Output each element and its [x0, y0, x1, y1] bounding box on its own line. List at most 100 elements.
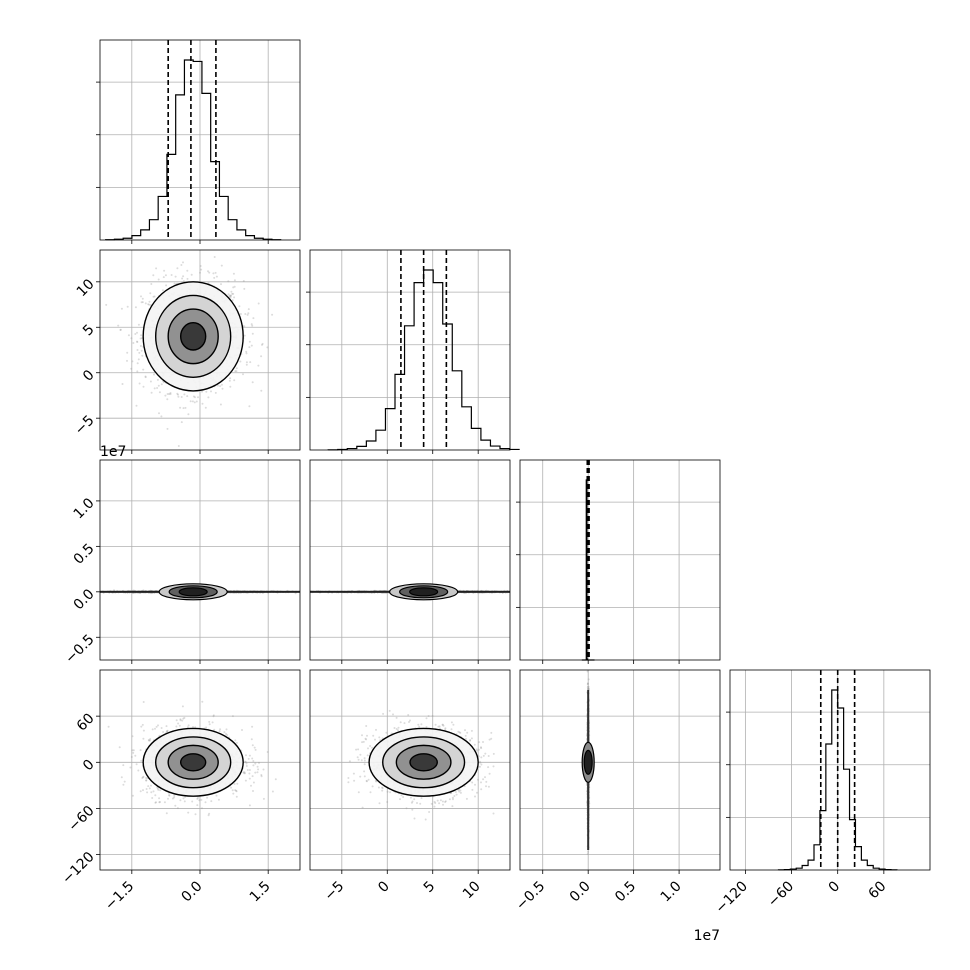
histogram-0 — [105, 59, 282, 241]
scatter-point — [148, 303, 151, 306]
contour-line — [167, 308, 219, 365]
scatter-point — [199, 271, 201, 274]
scatter-point — [180, 264, 183, 266]
scatter-point — [232, 292, 235, 295]
scatter-point — [242, 280, 245, 282]
scatter-point — [142, 368, 145, 371]
scatter-point — [244, 313, 247, 315]
scatter-point — [261, 343, 263, 346]
scatter-point — [136, 370, 139, 373]
scatter-point — [153, 373, 155, 376]
scatter-point — [251, 744, 254, 747]
scatter-point — [139, 345, 142, 347]
scatter-point — [137, 323, 140, 326]
scatter-point — [159, 789, 162, 792]
contour-line — [409, 587, 439, 597]
scatter-point — [248, 346, 251, 349]
scatter-point — [194, 813, 197, 816]
scatter-point — [179, 406, 182, 409]
scatter-point — [206, 796, 209, 799]
contour-line — [179, 322, 207, 351]
scatter-point — [228, 379, 231, 382]
scatter-point — [177, 395, 180, 398]
scatter-point — [168, 393, 171, 395]
scatter-point — [262, 768, 265, 771]
scatter-point — [177, 445, 180, 447]
scatter-point — [196, 804, 199, 807]
scatter-point — [242, 373, 244, 376]
scatter-point — [207, 396, 210, 399]
scatter-point — [220, 383, 223, 386]
scatter-point — [174, 275, 177, 278]
scatter-point — [134, 754, 137, 757]
scatter-point — [160, 383, 163, 386]
scatter-point — [152, 790, 155, 793]
scatter-point — [166, 398, 169, 401]
scatter-point — [176, 392, 179, 395]
scatter-point — [229, 296, 232, 299]
scatter-point — [186, 277, 189, 280]
scatter-point — [229, 295, 232, 297]
scatter-point — [233, 285, 236, 288]
scatter-point — [214, 271, 217, 274]
scatter-point — [144, 375, 147, 378]
scatter-point — [251, 324, 254, 327]
scatter-point — [145, 788, 148, 790]
scatter-point — [221, 387, 224, 390]
scatter-point — [233, 379, 236, 382]
scatter-point — [243, 325, 246, 328]
scatter-point — [205, 726, 208, 729]
scatter-point — [251, 775, 254, 778]
scatter-point — [149, 292, 152, 295]
scatter-point — [204, 406, 207, 409]
scatter-point — [140, 295, 142, 298]
scatter-point — [220, 264, 223, 267]
scatter-point — [105, 303, 108, 306]
scatter-point — [119, 328, 122, 331]
scatter-point — [167, 797, 169, 800]
scatter-point — [150, 391, 153, 394]
scatter-point — [199, 265, 202, 267]
scatter-point — [192, 395, 195, 398]
scatter-point — [136, 341, 139, 343]
scatter-point — [137, 769, 140, 772]
scatter-point — [201, 390, 203, 393]
scatter-point — [239, 360, 242, 363]
scatter-point — [157, 278, 160, 281]
scatter-point — [266, 346, 269, 349]
scatter-point — [137, 358, 140, 361]
scatter-point — [234, 370, 237, 373]
scatter-point — [228, 294, 231, 297]
scatter-point — [142, 385, 145, 388]
scatter-point — [235, 367, 238, 370]
scatter-point — [191, 400, 194, 403]
scatter-point — [140, 759, 143, 762]
scatter-point — [247, 308, 250, 311]
scatter-point — [244, 779, 247, 782]
scatter-point — [274, 778, 277, 781]
scatter-point — [200, 268, 203, 271]
scatter-point — [245, 350, 248, 353]
scatter-point — [166, 393, 169, 395]
scatter-point — [261, 342, 264, 345]
scatter-point — [182, 280, 185, 283]
scatter-point — [239, 313, 242, 315]
scatter-point — [149, 380, 152, 383]
scatter-point — [126, 351, 129, 354]
scatter-point — [235, 370, 238, 373]
scatter-point — [256, 765, 259, 768]
scatter-point — [138, 382, 141, 385]
scatter-point — [165, 284, 168, 287]
scatter-point — [153, 387, 156, 390]
scatter-point — [246, 313, 249, 316]
scatter-point — [217, 798, 220, 801]
contour-line — [154, 294, 232, 378]
scatter-point — [213, 256, 216, 258]
scatter-point — [119, 329, 122, 331]
scatter-point — [229, 294, 232, 297]
scatter-point — [107, 725, 110, 728]
scatter-point — [134, 306, 137, 309]
scatter-point — [150, 283, 153, 285]
scatter-point — [186, 269, 189, 272]
scatter-point — [194, 396, 196, 399]
